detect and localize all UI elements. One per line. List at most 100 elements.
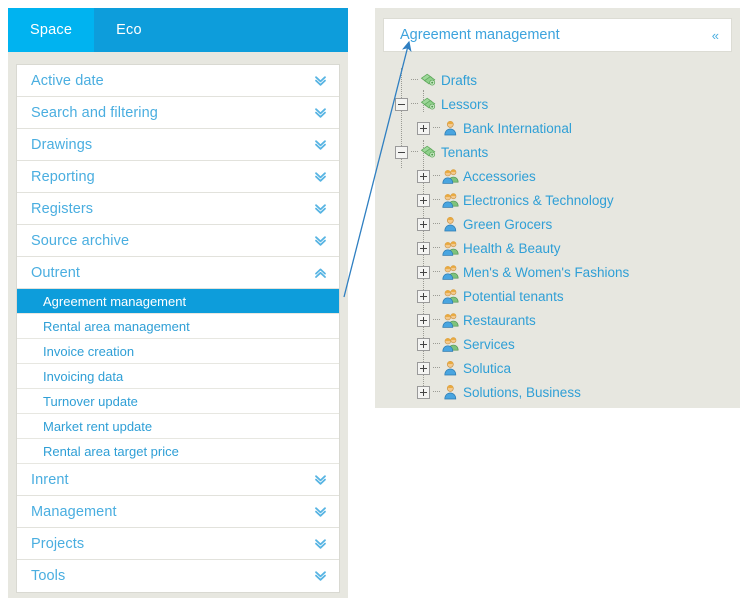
tree-node-label[interactable]: Drafts [441, 72, 478, 88]
tree-node-label[interactable]: Services [463, 336, 515, 352]
tree-connector-line [433, 247, 440, 249]
expand-plus-icon[interactable] [417, 313, 430, 327]
collapse-minus-icon[interactable] [395, 145, 408, 159]
tree-connector-line [433, 175, 440, 177]
tab-eco[interactable]: Eco [94, 8, 164, 52]
submenu-item-rental-area-target-price[interactable]: Rental area target price [17, 439, 339, 464]
tab-label: Space [30, 22, 73, 38]
tree-node-drafts[interactable]: Drafts [375, 68, 740, 92]
accordion-section-projects[interactable]: Projects [17, 528, 339, 560]
expand-plus-icon[interactable] [417, 337, 430, 351]
tree-connector-line [433, 271, 440, 273]
tree-node-solutions-business[interactable]: Solutions, Business [375, 380, 740, 404]
tree-node-green-grocers[interactable]: Green Grocers [375, 212, 740, 236]
submenu-item-label: Market rent update [43, 418, 153, 434]
chevron-double-down-icon[interactable] [313, 203, 327, 215]
tree-node-electronics-technology[interactable]: Electronics & Technology [375, 188, 740, 212]
tree-node-label[interactable]: Accessories [463, 168, 536, 184]
chevron-double-up-icon[interactable] [313, 267, 327, 279]
chevron-double-down-icon[interactable] [313, 538, 327, 550]
green-group-icon [420, 144, 437, 160]
expand-plus-icon[interactable] [417, 121, 430, 135]
chevron-double-down-icon[interactable] [313, 235, 327, 247]
chevron-double-down-icon[interactable] [313, 139, 327, 151]
accordion-section-label: Drawings [31, 136, 93, 153]
expand-plus-icon[interactable] [417, 289, 430, 303]
accordion-section-label: Tools [31, 568, 66, 584]
submenu-item-agreement-management[interactable]: Agreement management [17, 289, 339, 314]
accordion-section-reporting[interactable]: Reporting [17, 161, 339, 193]
tab-space[interactable]: Space [8, 8, 95, 52]
tree-connector-line [433, 391, 440, 393]
accordion-section-label: Reporting [31, 168, 95, 185]
expand-plus-icon[interactable] [417, 385, 430, 399]
accordion-section-active-date[interactable]: Active date [17, 65, 339, 97]
accordion-section-outrent[interactable]: Outrent [17, 257, 339, 289]
tree-node-potential-tenants[interactable]: Potential tenants [375, 284, 740, 308]
submenu-item-turnover-update[interactable]: Turnover update [17, 389, 339, 414]
accordion-section-search-and-filtering[interactable]: Search and filtering [17, 97, 339, 129]
navigation-accordion: Active date Search and filtering Drawings R… [16, 64, 340, 593]
organization-tree: Drafts Lessors Bank International Tenants Ac… [375, 64, 740, 404]
tree-node-label[interactable]: Men's & Women's Fashions [463, 264, 630, 280]
tree-node-restaurants[interactable]: Restaurants [375, 308, 740, 332]
tree-node-lessors[interactable]: Lessors [375, 92, 740, 116]
submenu-item-label: Rental area management [43, 318, 190, 334]
submenu-item-label: Invoice creation [43, 343, 135, 359]
tree-connector-line [411, 103, 418, 105]
tree-connector-line [433, 223, 440, 225]
tree-node-label[interactable]: Electronics & Technology [463, 192, 614, 208]
tree-node-label[interactable]: Lessors [441, 96, 489, 112]
two-person-icon [442, 288, 459, 304]
two-person-icon [442, 312, 459, 328]
tab-bar: Space Eco [8, 8, 348, 52]
tree-node-accessories[interactable]: Accessories [375, 164, 740, 188]
submenu-item-label: Rental area target price [43, 443, 179, 459]
collapse-minus-icon[interactable] [395, 97, 408, 111]
expand-plus-icon[interactable] [417, 265, 430, 279]
accordion-section-label: Source archive [31, 232, 130, 249]
tree-node-tenants[interactable]: Tenants [375, 140, 740, 164]
chevron-double-down-icon[interactable] [313, 107, 327, 119]
accordion-section-tools[interactable]: Tools [17, 560, 339, 592]
chevron-double-down-icon[interactable] [313, 171, 327, 183]
accordion-section-inrent[interactable]: Inrent [17, 464, 339, 496]
chevron-double-down-icon[interactable] [313, 75, 327, 87]
tree-node-men-s-women-s-fashions[interactable]: Men's & Women's Fashions [375, 260, 740, 284]
tree-node-label[interactable]: Solutica [463, 360, 512, 376]
tree-node-label[interactable]: Solutions, Business [463, 384, 581, 400]
submenu-item-rental-area-management[interactable]: Rental area management [17, 314, 339, 339]
submenu-item-invoicing-data[interactable]: Invoicing data [17, 364, 339, 389]
tree-node-label[interactable]: Restaurants [463, 312, 536, 328]
expand-plus-icon[interactable] [417, 241, 430, 255]
accordion-section-management[interactable]: Management [17, 496, 339, 528]
submenu-item-market-rent-update[interactable]: Market rent update [17, 414, 339, 439]
expand-plus-icon[interactable] [417, 193, 430, 207]
accordion-section-drawings[interactable]: Drawings [17, 129, 339, 161]
submenu-item-invoice-creation[interactable]: Invoice creation [17, 339, 339, 364]
tree-node-label[interactable]: Tenants [441, 144, 489, 160]
tree-node-health-beauty[interactable]: Health & Beauty [375, 236, 740, 260]
chevron-double-left-icon[interactable]: « [711, 27, 719, 43]
tree-node-label[interactable]: Potential tenants [463, 288, 564, 304]
expand-plus-icon[interactable] [417, 361, 430, 375]
chevron-double-down-icon[interactable] [313, 570, 327, 582]
chevron-double-down-icon[interactable] [313, 506, 327, 518]
accordion-section-source-archive[interactable]: Source archive [17, 225, 339, 257]
two-person-icon [442, 168, 459, 184]
expand-plus-icon[interactable] [417, 169, 430, 183]
tree-node-services[interactable]: Services [375, 332, 740, 356]
tree-connector-line [433, 367, 440, 369]
tree-node-solutica[interactable]: Solutica [375, 356, 740, 380]
tree-node-label[interactable]: Green Grocers [463, 216, 553, 232]
expand-plus-icon[interactable] [417, 217, 430, 231]
tree-node-label[interactable]: Health & Beauty [463, 240, 561, 256]
chevron-double-down-icon[interactable] [313, 474, 327, 486]
submenu-item-label: Invoicing data [43, 368, 124, 384]
accordion-section-registers[interactable]: Registers [17, 193, 339, 225]
tree-connector-line [433, 295, 440, 297]
tree-node-bank-international[interactable]: Bank International [375, 116, 740, 140]
tree-node-label[interactable]: Bank International [463, 120, 572, 136]
accordion-section-label: Search and filtering [31, 104, 158, 121]
accordion-section-label: Management [31, 503, 117, 520]
